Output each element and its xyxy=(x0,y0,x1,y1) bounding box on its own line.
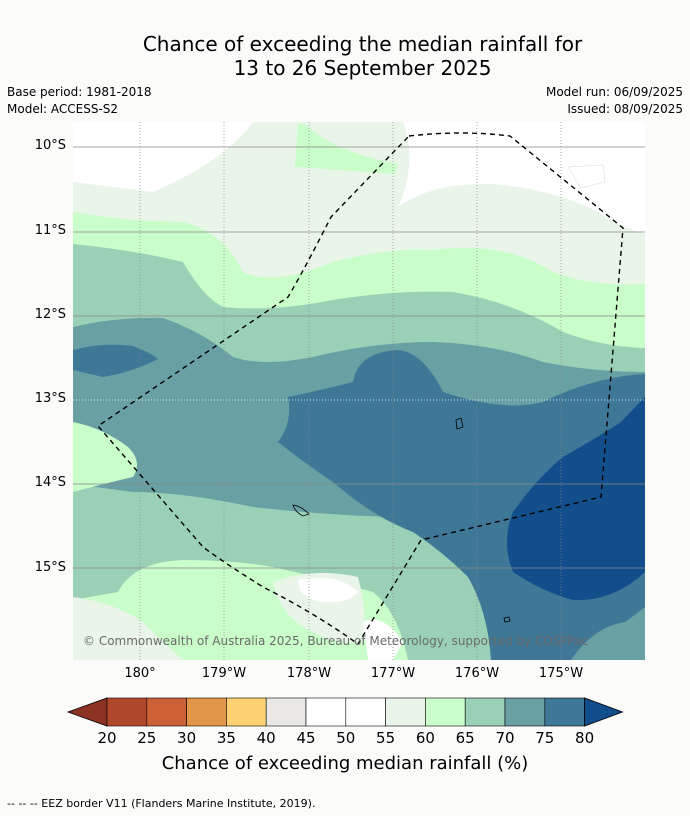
graticule xyxy=(73,122,645,660)
base-period: Base period: 1981-2018 xyxy=(7,85,152,99)
lon-label-178w: 178°W xyxy=(286,666,332,681)
colorbar-tick-label: 40 xyxy=(256,729,276,747)
island-wallis xyxy=(455,417,464,430)
island-niuafoou xyxy=(503,616,511,623)
colorbar-high-extend xyxy=(584,697,624,727)
colorbar-segment xyxy=(305,697,347,727)
island-futuna xyxy=(292,504,310,517)
band-75-80 xyxy=(73,344,158,377)
map-title-line1: Chance of exceeding the median rainfall … xyxy=(142,32,583,56)
colorbar-segment xyxy=(385,697,426,727)
lon-label-179w: 179°W xyxy=(201,666,247,681)
map-title-line2: 13 to 26 September 2025 xyxy=(233,56,492,80)
colorbar-low-extend xyxy=(66,697,108,727)
lat-label-14s: 14°S xyxy=(34,475,66,490)
colorbar-segment xyxy=(425,697,466,727)
model-run: Model run: 06/09/2025 xyxy=(545,85,683,99)
colorbar-segment xyxy=(265,697,307,727)
band-80-plus xyxy=(507,397,645,601)
colorbar-tick-label: 30 xyxy=(177,729,197,747)
issued-date: Issued: 08/09/2025 xyxy=(567,102,683,116)
colorbar-tick-label: 70 xyxy=(495,729,515,747)
rainfall-map: © Commonwealth of Australia 2025, Bureau… xyxy=(73,122,645,660)
colorbar-tick-label: 45 xyxy=(296,729,316,747)
colorbar-segment xyxy=(146,697,187,727)
colorbar-tick-label: 65 xyxy=(455,729,475,747)
colorbar xyxy=(66,697,624,727)
colorbar-segment xyxy=(464,697,506,727)
copyright-text: © Commonwealth of Australia 2025, Bureau… xyxy=(83,634,588,648)
lat-label-15s: 15°S xyxy=(34,560,66,575)
colorbar-segment xyxy=(106,697,148,727)
colorbar-segment xyxy=(226,697,267,727)
lat-label-11s: 11°S xyxy=(34,223,66,238)
colorbar-tick-label: 55 xyxy=(376,729,396,747)
band-50-55-north xyxy=(398,122,645,234)
eez-footnote: -- -- -- EEZ border V11 (Flanders Marine… xyxy=(7,797,316,810)
colorbar-tick-label: 35 xyxy=(216,729,236,747)
colorbar-tick-label: 75 xyxy=(535,729,555,747)
lon-label-175w: 175°W xyxy=(538,666,584,681)
lat-label-12s: 12°S xyxy=(34,307,66,322)
meta-left: Base period: 1981-2018 Model: ACCESS-S2 xyxy=(7,84,152,118)
colorbar-tick-label: 60 xyxy=(415,729,435,747)
meta-right: Model run: 06/09/2025 Issued: 08/09/2025 xyxy=(546,84,683,118)
colorbar-tick-label: 25 xyxy=(137,729,157,747)
lon-label-177w: 177°W xyxy=(370,666,416,681)
lon-label-176w: 176°W xyxy=(454,666,500,681)
colorbar-segment xyxy=(504,697,546,727)
colorbar-tick-label: 50 xyxy=(336,729,356,747)
colorbar-segment xyxy=(544,697,585,727)
lat-label-10s: 10°S xyxy=(34,138,66,153)
colorbar-segment xyxy=(186,697,227,727)
colorbar-tick-label: 20 xyxy=(97,729,117,747)
colorbar-title: Chance of exceeding median rainfall (%) xyxy=(161,753,529,774)
model-name: Model: ACCESS-S2 xyxy=(7,102,119,116)
colorbar-segment xyxy=(345,697,386,727)
lon-label-180: 180° xyxy=(124,666,156,681)
lat-label-13s: 13°S xyxy=(34,391,66,406)
colorbar-tick-label: 80 xyxy=(575,729,595,747)
eez-border xyxy=(96,132,624,646)
